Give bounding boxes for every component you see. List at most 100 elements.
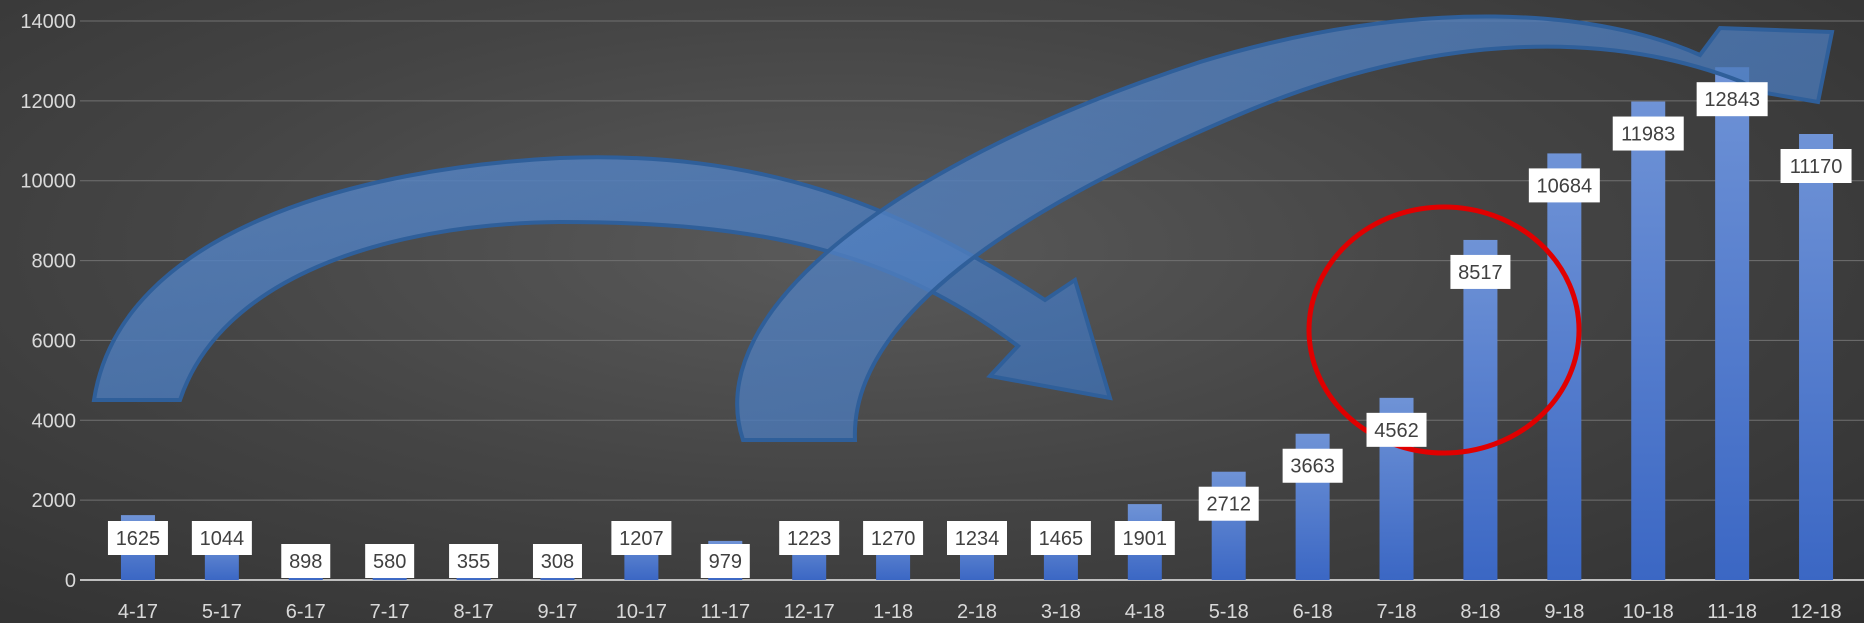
y-tick-label: 4000 <box>32 410 77 432</box>
data-label-value: 12843 <box>1704 89 1760 111</box>
data-label-box <box>1114 521 1175 555</box>
data-label-value: 308 <box>541 551 574 573</box>
data-label-value: 355 <box>457 551 490 573</box>
x-axis-ticks: 4-17 5-17 6-17 7-17 8-17 9-17 10-17 11-17 12-17 1… <box>118 601 1842 623</box>
data-label-8-17: 355 <box>449 544 499 578</box>
data-label-value: 2712 <box>1206 494 1251 516</box>
y-axis-ticks: 0 2000 4000 6000 8000 10000 12000 14000 <box>20 11 76 592</box>
data-label-box <box>1366 412 1427 447</box>
data-label-box <box>611 521 672 555</box>
curved-arrow-dec-to-dec <box>735 14 1835 442</box>
data-label-box <box>191 521 252 555</box>
highlight-circle-8-18 <box>1306 204 1582 456</box>
y-tick-label: 2000 <box>32 490 77 512</box>
x-tick-label: 1-18 <box>873 601 913 623</box>
data-label-box <box>1696 82 1768 117</box>
data-label-box <box>1780 148 1852 183</box>
data-label-value: 11170 <box>1790 156 1843 178</box>
data-label-6-17: 898 <box>281 544 331 578</box>
data-label-7-17: 580 <box>365 544 415 578</box>
data-label-box <box>1450 254 1511 289</box>
data-label-2-18: 1234 <box>947 521 1007 555</box>
data-label-value: 1234 <box>955 528 1000 550</box>
y-tick-label: 14000 <box>20 11 76 33</box>
x-tick-label: 9-18 <box>1544 601 1584 623</box>
x-tick-label: 11-18 <box>1707 601 1757 623</box>
bar-8-18 <box>1463 239 1498 581</box>
x-tick-label: 12-17 <box>784 601 835 623</box>
data-label-value: 1625 <box>116 528 161 550</box>
data-label-7-18: 4562 <box>1366 412 1427 447</box>
data-label-value: 1207 <box>619 528 664 550</box>
data-label-3-18: 1465 <box>1030 521 1091 555</box>
data-label-box <box>700 544 750 578</box>
y-tick-label: 10000 <box>20 171 76 193</box>
bar-11-18 <box>1715 67 1750 580</box>
data-label-value: 580 <box>373 551 406 573</box>
data-label-value: 1223 <box>787 528 832 550</box>
data-label-box <box>107 521 168 555</box>
x-tick-label: 8-18 <box>1460 601 1500 623</box>
data-label-box <box>1198 486 1259 521</box>
data-label-box <box>1030 521 1091 555</box>
data-label-10-18: 11983 <box>1612 116 1684 151</box>
y-tick-label: 12000 <box>20 91 76 113</box>
annotation-arrows <box>91 14 1835 442</box>
data-label-box <box>1282 448 1343 483</box>
data-labels: 1625 1044 898 580 355 308 1207 979 1223 1270 1234 1… <box>107 82 1852 578</box>
data-label-6-18: 3663 <box>1282 448 1343 483</box>
data-label-value: 10684 <box>1537 175 1593 197</box>
x-tick-label: 4-17 <box>118 601 158 623</box>
x-tick-label: 6-17 <box>286 601 326 623</box>
x-tick-label: 9-17 <box>537 601 577 623</box>
data-label-5-17: 1044 <box>191 521 252 555</box>
data-label-box <box>449 544 499 578</box>
bar-12-18 <box>1799 133 1834 580</box>
data-label-box <box>947 521 1007 555</box>
x-tick-label: 8-17 <box>454 601 494 623</box>
data-label-4-17: 1625 <box>107 521 168 555</box>
data-label-box <box>1528 168 1600 203</box>
data-label-value: 1901 <box>1123 528 1168 550</box>
data-label-11-17: 979 <box>700 544 750 578</box>
highlight-circle <box>1306 204 1582 456</box>
data-label-box <box>779 521 840 555</box>
x-tick-label: 12-18 <box>1790 601 1841 623</box>
data-label-value: 11983 <box>1621 124 1675 146</box>
data-label-value: 898 <box>289 551 322 573</box>
data-label-value: 1044 <box>200 528 245 550</box>
x-tick-label: 7-18 <box>1377 601 1417 623</box>
data-label-9-18: 10684 <box>1528 168 1600 203</box>
data-label-8-18: 8517 <box>1450 254 1511 289</box>
data-label-box <box>532 544 582 578</box>
data-label-box <box>1612 116 1684 151</box>
data-label-1-18: 1270 <box>863 521 924 555</box>
data-label-value: 4562 <box>1374 420 1419 442</box>
x-tick-label: 5-17 <box>202 601 242 623</box>
data-label-12-18: 11170 <box>1780 148 1852 183</box>
data-label-11-18: 12843 <box>1696 82 1768 117</box>
data-label-4-18: 1901 <box>1114 521 1175 555</box>
curved-arrow-2017-to-2018 <box>91 155 1113 402</box>
bar-9-18 <box>1547 153 1582 580</box>
data-label-5-18: 2712 <box>1198 486 1259 521</box>
y-tick-label: 0 <box>65 570 76 592</box>
data-label-value: 1465 <box>1039 528 1084 550</box>
data-label-value: 979 <box>709 551 742 573</box>
data-label-12-17: 1223 <box>779 521 840 555</box>
data-label-9-17: 308 <box>532 544 582 578</box>
x-tick-label: 6-18 <box>1293 601 1333 623</box>
y-tick-label: 8000 <box>32 251 77 273</box>
data-label-box <box>281 544 331 578</box>
x-tick-label: 11-17 <box>700 601 750 623</box>
data-label-10-17: 1207 <box>611 521 672 555</box>
bars <box>120 67 1834 581</box>
data-label-value: 8517 <box>1458 262 1503 284</box>
data-label-box <box>365 544 415 578</box>
bar-10-18 <box>1631 101 1666 581</box>
x-tick-label: 10-18 <box>1623 601 1674 623</box>
y-tick-label: 6000 <box>32 330 77 352</box>
x-tick-label: 5-18 <box>1209 601 1249 623</box>
x-tick-label: 3-18 <box>1041 601 1081 623</box>
